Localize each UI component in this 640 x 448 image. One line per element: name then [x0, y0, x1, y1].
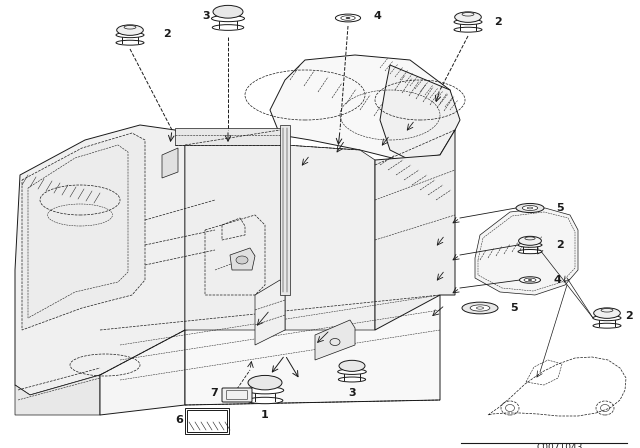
Text: 7: 7: [211, 388, 218, 398]
Ellipse shape: [516, 203, 544, 212]
Polygon shape: [475, 208, 578, 295]
Ellipse shape: [593, 315, 621, 321]
Polygon shape: [270, 55, 455, 160]
FancyBboxPatch shape: [222, 388, 252, 402]
Ellipse shape: [116, 32, 144, 38]
Ellipse shape: [518, 243, 542, 247]
Ellipse shape: [454, 27, 482, 32]
Ellipse shape: [247, 397, 283, 404]
Ellipse shape: [470, 305, 490, 311]
Ellipse shape: [520, 277, 541, 283]
Ellipse shape: [335, 14, 360, 22]
Ellipse shape: [116, 40, 144, 45]
Ellipse shape: [236, 256, 248, 264]
Text: 2: 2: [556, 240, 564, 250]
Polygon shape: [255, 280, 285, 345]
Polygon shape: [285, 145, 375, 330]
Text: 4: 4: [554, 275, 562, 285]
Ellipse shape: [518, 250, 542, 254]
Ellipse shape: [248, 375, 282, 390]
Text: 2: 2: [163, 29, 171, 39]
Text: 2: 2: [625, 311, 633, 321]
Text: 5: 5: [510, 303, 518, 313]
Polygon shape: [375, 130, 455, 330]
Polygon shape: [15, 125, 185, 395]
Polygon shape: [22, 133, 145, 330]
Ellipse shape: [212, 25, 244, 30]
Text: 5: 5: [556, 203, 564, 213]
Ellipse shape: [594, 308, 620, 319]
Ellipse shape: [211, 15, 244, 22]
Text: 2: 2: [494, 17, 502, 27]
Ellipse shape: [116, 25, 143, 35]
Ellipse shape: [346, 17, 350, 19]
Text: 6: 6: [175, 415, 183, 425]
Bar: [185, 408, 229, 434]
Polygon shape: [15, 375, 100, 415]
Ellipse shape: [339, 377, 365, 382]
Polygon shape: [380, 65, 460, 160]
Polygon shape: [230, 248, 255, 270]
Ellipse shape: [454, 19, 482, 25]
Text: 1: 1: [261, 410, 269, 420]
Text: C0071043: C0071043: [537, 443, 583, 448]
Ellipse shape: [522, 206, 538, 211]
Ellipse shape: [518, 236, 541, 246]
Polygon shape: [175, 128, 285, 145]
Ellipse shape: [339, 360, 365, 371]
Polygon shape: [100, 330, 185, 415]
Ellipse shape: [213, 5, 243, 18]
Text: 3: 3: [348, 388, 356, 398]
Polygon shape: [280, 125, 290, 295]
Ellipse shape: [454, 12, 481, 22]
Ellipse shape: [246, 387, 284, 394]
Ellipse shape: [462, 302, 498, 314]
Ellipse shape: [593, 323, 621, 328]
Text: 4: 4: [373, 11, 381, 21]
Polygon shape: [185, 295, 440, 405]
Polygon shape: [185, 130, 285, 330]
Text: 3: 3: [202, 11, 210, 21]
Bar: [187, 410, 227, 432]
Ellipse shape: [338, 369, 366, 375]
Polygon shape: [162, 148, 178, 178]
Polygon shape: [315, 320, 355, 360]
